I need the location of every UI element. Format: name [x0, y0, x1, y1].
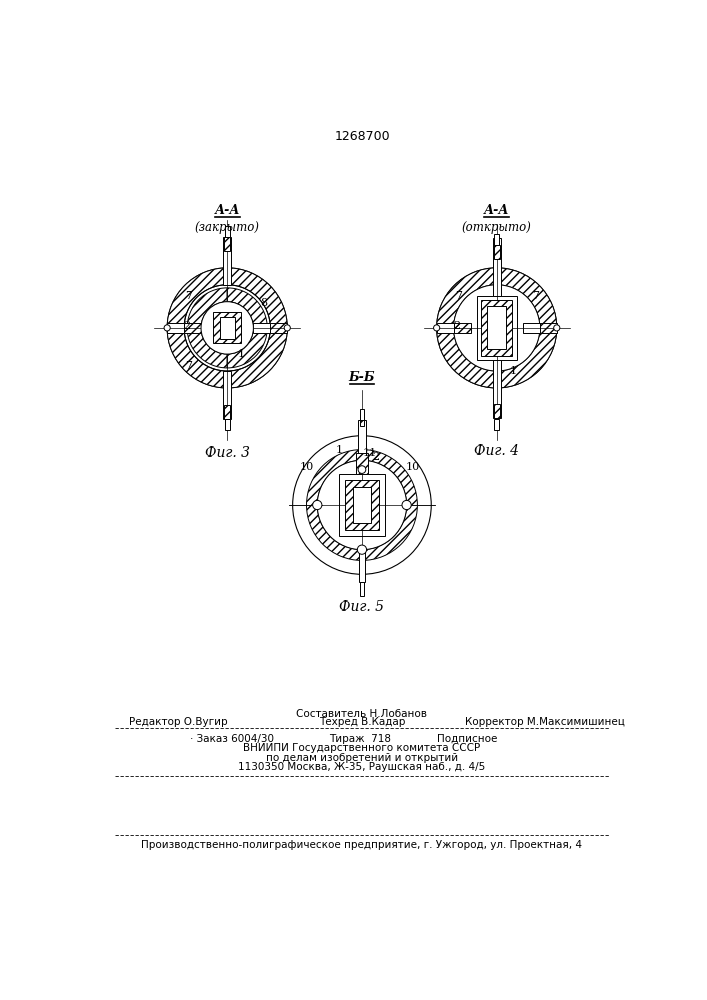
Bar	[540, 323, 557, 333]
Circle shape	[437, 268, 557, 388]
Bar	[345, 480, 379, 530]
Text: 11: 11	[363, 448, 377, 458]
Bar	[270, 323, 287, 333]
Text: 10: 10	[299, 462, 314, 472]
Text: 7: 7	[455, 291, 462, 301]
Bar	[360, 409, 364, 420]
Bar	[493, 238, 501, 296]
Text: 1130350 Москва, Ж-35, Раушская наб., д. 4/5: 1130350 Москва, Ж-35, Раушская наб., д. …	[238, 762, 486, 772]
Text: Подписное: Подписное	[437, 734, 497, 744]
Text: Корректор М.Максимишинец: Корректор М.Максимишинец	[464, 717, 624, 727]
Text: 2: 2	[373, 452, 380, 462]
Circle shape	[167, 268, 287, 388]
Text: (закрыто): (закрыто)	[194, 221, 259, 234]
Text: 1: 1	[238, 349, 245, 359]
Bar	[523, 323, 540, 333]
Text: Техред В.Кадар: Техред В.Кадар	[319, 717, 405, 727]
Text: Производственно-полиграфическое предприятие, г. Ужгород, ул. Проектная, 4: Производственно-полиграфическое предприя…	[141, 840, 583, 850]
Bar	[339, 474, 385, 536]
Text: 7: 7	[185, 361, 192, 371]
Bar	[494, 234, 499, 245]
Bar	[360, 582, 364, 596]
Text: Редактор О.Вугир: Редактор О.Вугир	[129, 717, 228, 727]
Text: 7: 7	[185, 291, 192, 301]
Wedge shape	[187, 288, 227, 368]
Circle shape	[433, 325, 440, 331]
Text: Тираж  718: Тираж 718	[329, 734, 391, 744]
Text: А-А: А-А	[484, 204, 510, 217]
Circle shape	[317, 460, 407, 550]
Bar	[493, 404, 500, 418]
Bar	[360, 420, 364, 426]
Wedge shape	[437, 268, 557, 388]
Bar	[223, 237, 231, 285]
Text: 1: 1	[335, 445, 342, 455]
Circle shape	[454, 285, 540, 371]
Text: Б-Б: Б-Б	[349, 371, 375, 384]
Text: 1: 1	[510, 366, 518, 376]
Circle shape	[201, 302, 253, 354]
Circle shape	[402, 500, 411, 510]
Text: А-А: А-А	[214, 204, 240, 217]
Text: 1268700: 1268700	[335, 130, 390, 143]
Bar	[477, 296, 517, 360]
Bar	[353, 487, 371, 523]
Text: Фиг. 3: Фиг. 3	[205, 446, 250, 460]
Wedge shape	[227, 288, 267, 368]
Bar	[493, 245, 500, 259]
Text: 10: 10	[406, 462, 420, 472]
Wedge shape	[307, 450, 417, 560]
Text: Фиг. 5: Фиг. 5	[339, 600, 385, 614]
Bar	[494, 419, 499, 430]
Bar	[358, 420, 366, 474]
Text: 2: 2	[453, 321, 460, 331]
Bar	[437, 323, 454, 333]
Text: ВНИИПИ Государственного комитета СССР: ВНИИПИ Государственного комитета СССР	[243, 743, 481, 753]
Bar	[223, 371, 231, 419]
Circle shape	[554, 325, 560, 331]
Bar	[224, 405, 230, 419]
Bar	[184, 323, 201, 333]
Circle shape	[293, 436, 431, 574]
Bar	[487, 306, 506, 349]
Bar	[493, 360, 501, 418]
Circle shape	[358, 466, 366, 473]
Bar	[359, 550, 365, 582]
Text: 7: 7	[532, 291, 539, 301]
Bar	[253, 323, 270, 333]
Text: Составитель Н.Лобанов: Составитель Н.Лобанов	[296, 709, 428, 719]
Bar	[219, 317, 235, 339]
Text: (открыто): (открыто)	[462, 221, 532, 234]
Circle shape	[312, 500, 322, 510]
Bar	[356, 453, 368, 474]
Circle shape	[357, 545, 366, 554]
Bar	[481, 300, 512, 356]
Text: Фиг. 4: Фиг. 4	[474, 444, 519, 458]
Circle shape	[284, 325, 291, 331]
Text: · Заказ 6004/30: · Заказ 6004/30	[190, 734, 274, 744]
Bar	[214, 312, 241, 343]
Circle shape	[164, 325, 170, 331]
Bar	[167, 323, 184, 333]
Text: по делам изобретений и открытий: по делам изобретений и открытий	[266, 753, 458, 763]
Text: 2: 2	[184, 321, 191, 331]
Wedge shape	[167, 268, 287, 388]
Bar	[225, 226, 230, 237]
Bar	[224, 237, 230, 251]
Bar	[225, 419, 230, 430]
Text: 8: 8	[260, 298, 267, 308]
Bar	[454, 323, 471, 333]
